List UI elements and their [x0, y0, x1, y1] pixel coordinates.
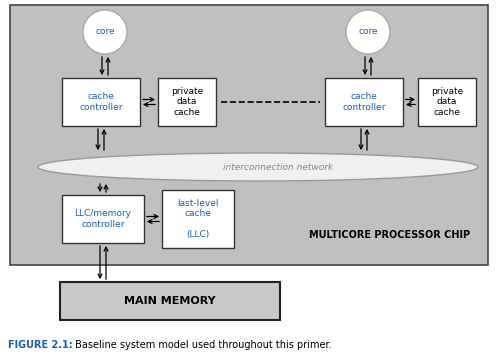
- Text: MULTICORE PROCESSOR CHIP: MULTICORE PROCESSOR CHIP: [309, 230, 469, 240]
- Bar: [324, 78, 402, 126]
- Bar: [162, 190, 233, 248]
- Ellipse shape: [38, 153, 477, 181]
- Circle shape: [83, 10, 127, 54]
- Text: LLC/memory
controller: LLC/memory controller: [74, 209, 131, 229]
- Circle shape: [345, 10, 389, 54]
- Text: MAIN MEMORY: MAIN MEMORY: [124, 296, 215, 306]
- Bar: [60, 282, 280, 320]
- Bar: [10, 5, 487, 265]
- Text: last-level
cache

(LLC): last-level cache (LLC): [177, 199, 218, 239]
- Text: core: core: [358, 27, 377, 36]
- Text: FIGURE 2.1:: FIGURE 2.1:: [8, 340, 73, 350]
- Text: cache
controller: cache controller: [79, 92, 123, 112]
- Text: Baseline system model used throughout this primer.: Baseline system model used throughout th…: [72, 340, 331, 350]
- Text: private
data
cache: private data cache: [170, 87, 203, 117]
- Text: interconnection network: interconnection network: [222, 162, 333, 171]
- Text: private
data
cache: private data cache: [430, 87, 462, 117]
- Bar: [158, 78, 215, 126]
- Text: core: core: [95, 27, 115, 36]
- Bar: [62, 78, 140, 126]
- Bar: [62, 195, 144, 243]
- Text: cache
controller: cache controller: [342, 92, 385, 112]
- Bar: [417, 78, 475, 126]
